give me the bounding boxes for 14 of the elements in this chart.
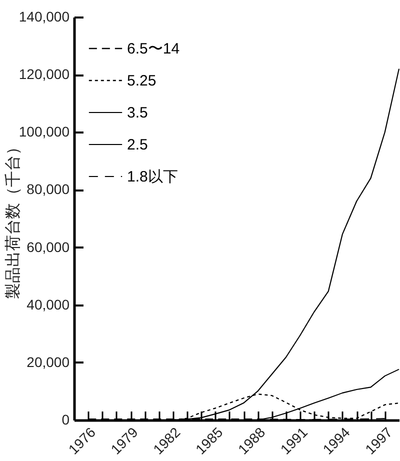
y-tick-label: 40,000 [26, 296, 70, 312]
y-axis-title: 製品出荷台数（千台） [4, 139, 22, 299]
y-tick-label: 120,000 [18, 66, 70, 82]
y-tick-label: 60,000 [26, 238, 70, 255]
y-tick-label: 80,000 [26, 181, 70, 198]
legend-label: 3.5 [127, 104, 148, 122]
legend-label: 6.5〜14 [127, 40, 180, 58]
legend-label: 2.5 [127, 136, 148, 154]
y-tick-label: 20,000 [26, 354, 70, 370]
y-tick-label: 0 [62, 412, 70, 428]
legend-label: 1.8以下 [127, 168, 178, 186]
y-tick-label: 140,000 [18, 8, 70, 24]
y-tick-label: 100,000 [18, 124, 70, 140]
legend-label: 5.25 [127, 72, 156, 90]
